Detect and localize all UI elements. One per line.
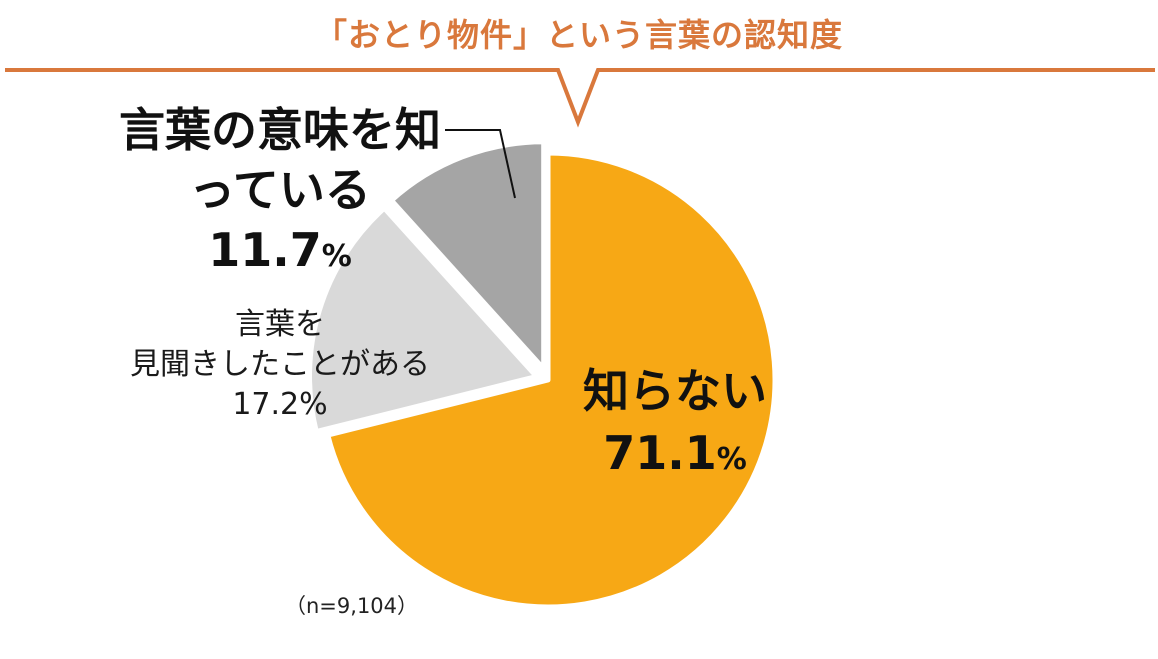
slice-label-known-line1: 言葉の意味を知	[119, 103, 441, 157]
slice-label-heard-line2: 見聞きしたことがある	[130, 347, 430, 382]
pie-slice-heard	[307, 205, 540, 435]
slice-label-unknown: 知らない 71.1%	[555, 360, 795, 491]
slice-value-unknown: 71.1%	[603, 426, 747, 480]
slice-value-heard: 17.2%	[232, 387, 328, 422]
slice-label-unknown-text: 知らない	[583, 364, 767, 418]
slice-label-known-line2: っている	[189, 163, 371, 217]
title-frame-line	[5, 68, 1155, 128]
pie-slice-known	[388, 139, 547, 372]
slice-label-heard: 言葉を 見聞きしたことがある 17.2%	[90, 305, 470, 425]
leader-line	[445, 129, 516, 199]
chart-title: 「おとり物件」という言葉の認知度	[314, 16, 843, 54]
slice-label-known: 言葉の意味を知 っている 11.7%	[90, 100, 470, 287]
pie-slice-unknown	[325, 150, 778, 610]
slice-label-heard-line1: 言葉を	[235, 307, 325, 342]
sample-size-note: （n=9,104）	[285, 594, 419, 618]
slice-value-known: 11.7%	[208, 223, 352, 277]
